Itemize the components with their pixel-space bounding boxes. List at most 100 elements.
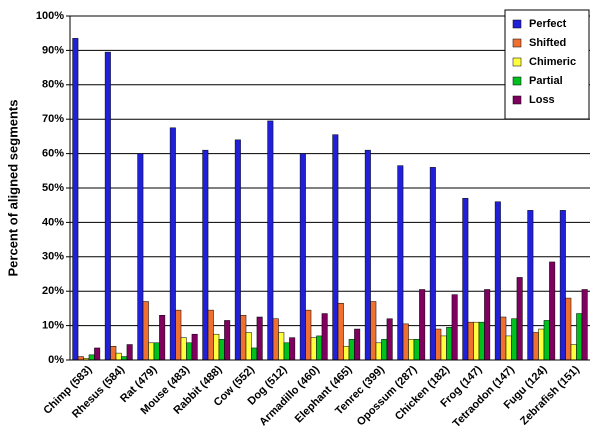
bar [549, 261, 556, 361]
bar [321, 313, 328, 361]
legend-swatch [512, 76, 522, 86]
bar [148, 342, 155, 361]
bar [110, 345, 117, 361]
bar [272, 318, 279, 361]
legend-label: Loss [529, 94, 555, 106]
bar [251, 347, 258, 361]
bar [115, 352, 122, 361]
bar [299, 153, 306, 361]
bar [169, 127, 176, 361]
bar [494, 201, 501, 361]
bar [186, 342, 193, 361]
x-tick-label: Elephant (465) [293, 363, 355, 425]
x-tick-label: Zebrafish (151) [518, 363, 582, 427]
bar [191, 333, 198, 361]
legend-swatch [512, 19, 522, 29]
bar [337, 302, 344, 361]
bar [511, 318, 518, 361]
bar [289, 337, 296, 361]
bar [218, 339, 225, 361]
bar [305, 309, 312, 361]
bar [429, 167, 436, 361]
bar [440, 335, 447, 361]
y-tick-label: 50% [42, 182, 64, 194]
bar [94, 347, 101, 361]
legend-swatch [512, 38, 522, 48]
bar [478, 321, 485, 361]
bar [381, 339, 388, 361]
legend-label: Perfect [529, 18, 567, 30]
bar [256, 316, 263, 361]
bar [316, 335, 323, 361]
bar [343, 345, 350, 361]
bar [310, 337, 317, 361]
y-tick-label: 100% [36, 10, 64, 22]
bar [467, 321, 474, 361]
bar [386, 318, 393, 361]
bar [473, 321, 480, 361]
bar [88, 354, 95, 361]
bar [240, 315, 247, 361]
bar [364, 149, 371, 361]
y-tick-label: 30% [42, 251, 64, 263]
bar [516, 277, 523, 361]
bar [484, 289, 491, 361]
y-tick-label: 90% [42, 44, 64, 56]
y-tick-label: 80% [42, 79, 64, 91]
bar [532, 332, 539, 361]
y-axis-title: Percent of aligned segments [5, 100, 20, 277]
bar [207, 309, 214, 361]
bar [77, 356, 84, 361]
legend-label: Chimeric [529, 56, 576, 68]
bar [505, 335, 512, 361]
bar [565, 297, 572, 361]
bar [446, 327, 453, 361]
legend-label: Shifted [529, 37, 566, 49]
bar [224, 320, 231, 361]
bar [104, 51, 111, 361]
bar [245, 332, 252, 361]
bar [332, 134, 339, 361]
legend-label: Partial [529, 75, 563, 87]
bar [354, 328, 361, 361]
bar [570, 344, 577, 361]
bar [435, 328, 442, 361]
bar [121, 356, 128, 361]
bar [72, 38, 79, 361]
bar [126, 344, 133, 361]
bar [527, 210, 534, 361]
y-tick-label: 10% [42, 320, 64, 332]
bar [451, 294, 458, 361]
y-tick-label: 0% [48, 354, 64, 366]
y-tick-label: 60% [42, 148, 64, 160]
bar [576, 313, 583, 361]
bar [234, 139, 241, 361]
bar [213, 333, 220, 361]
bar [175, 309, 182, 361]
bar [500, 316, 507, 361]
bar [408, 339, 415, 361]
bar [159, 315, 166, 361]
bar [153, 342, 160, 361]
y-tick-label: 40% [42, 216, 64, 228]
bar [283, 342, 290, 361]
bar [559, 210, 566, 361]
bar [142, 301, 149, 361]
bar [581, 289, 588, 361]
bar [267, 120, 274, 361]
legend-swatch [512, 57, 522, 67]
legend-swatch [512, 95, 522, 105]
bar [462, 198, 469, 361]
bar [543, 320, 550, 361]
bar [137, 153, 144, 361]
bar [370, 301, 377, 361]
y-tick-label: 20% [42, 285, 64, 297]
bar [180, 337, 187, 361]
bar [202, 149, 209, 361]
y-tick-label: 70% [42, 113, 64, 125]
bar [402, 323, 409, 361]
bar [413, 339, 420, 361]
bar [419, 289, 426, 361]
